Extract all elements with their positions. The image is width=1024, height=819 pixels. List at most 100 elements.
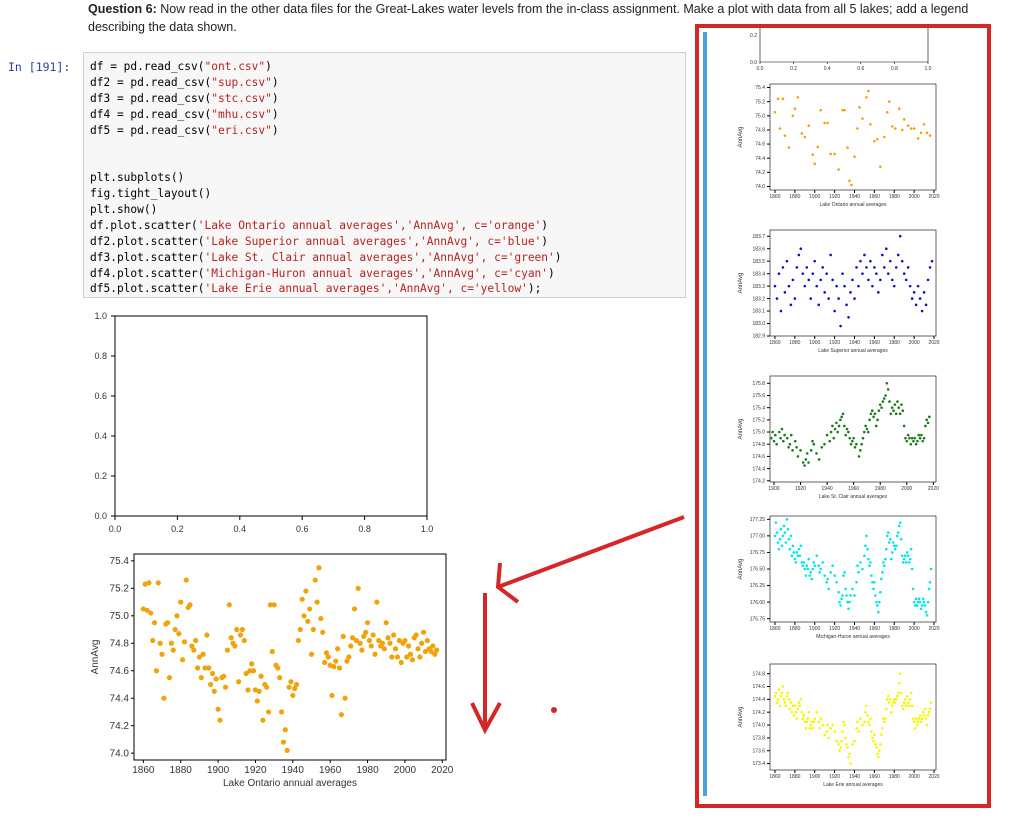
data-point <box>787 445 790 449</box>
data-point <box>837 168 840 171</box>
data-point <box>800 561 804 564</box>
data-point <box>344 658 350 664</box>
data-point <box>851 587 854 591</box>
data-point <box>865 704 868 708</box>
data-point <box>849 291 852 294</box>
red-highlight-frame <box>695 24 991 808</box>
data-point <box>892 698 896 701</box>
code-line: df2 = pd.read_csv("sup.csv") <box>90 75 685 91</box>
x-tick-label: 2000 <box>394 765 417 776</box>
data-point <box>848 752 851 756</box>
data-point <box>434 647 440 653</box>
data-point <box>295 637 302 644</box>
data-point <box>409 657 415 663</box>
data-point <box>791 544 795 548</box>
data-point <box>905 694 909 698</box>
data-point <box>420 629 427 635</box>
data-point <box>809 571 813 574</box>
data-point <box>381 646 387 652</box>
data-point <box>831 424 834 428</box>
data-point <box>845 743 848 746</box>
data-point <box>925 614 929 617</box>
data-point <box>870 409 874 413</box>
code-cell[interactable]: df = pd.read_csv("ont.csv") df2 = pd.read… <box>83 52 686 298</box>
data-point <box>191 647 197 653</box>
data-point <box>796 455 800 458</box>
data-point <box>798 704 802 708</box>
data-point <box>232 643 238 649</box>
x-tick-label: 1960 <box>869 626 880 632</box>
data-point <box>808 726 812 730</box>
data-point <box>837 297 840 300</box>
data-point <box>215 706 221 712</box>
data-point <box>827 587 830 591</box>
data-point <box>900 128 904 132</box>
data-point <box>312 577 318 583</box>
data-point <box>908 557 912 561</box>
data-point <box>827 297 830 300</box>
data-point <box>897 107 901 111</box>
data-point <box>819 108 822 112</box>
data-point <box>785 259 789 263</box>
data-point <box>820 445 824 449</box>
data-point <box>844 736 847 740</box>
data-point <box>779 527 783 531</box>
data-point <box>848 179 851 183</box>
data-point <box>166 675 173 681</box>
data-point <box>910 297 914 300</box>
y-tick-label: 176.75 <box>750 550 766 556</box>
code-line: df4.plot.scatter('Michigan-Huron annual … <box>90 266 685 282</box>
data-point <box>805 452 809 455</box>
data-point <box>825 433 829 437</box>
data-point <box>873 412 877 416</box>
data-point <box>910 704 914 708</box>
data-point <box>819 278 822 282</box>
data-point <box>849 442 853 446</box>
data-point <box>912 291 916 294</box>
x-tick-label: 1880 <box>789 194 800 200</box>
data-point <box>790 710 794 714</box>
data-point <box>887 541 891 544</box>
x-tick-label: 1880 <box>789 774 800 780</box>
data-point <box>905 439 909 443</box>
data-point <box>800 710 804 714</box>
data-point <box>835 284 838 288</box>
data-point <box>929 567 933 571</box>
data-point <box>810 720 814 724</box>
data-point <box>813 564 817 567</box>
data-point <box>833 427 837 431</box>
data-point <box>879 278 882 282</box>
plot-frame <box>769 229 937 337</box>
x-tick-label: 1920 <box>795 486 806 492</box>
data-point <box>811 272 815 275</box>
data-point <box>779 694 783 698</box>
code-line: plt.subplots() <box>90 170 685 186</box>
data-point <box>789 701 793 704</box>
data-point <box>831 564 834 567</box>
data-point <box>877 755 880 759</box>
data-point <box>799 544 803 548</box>
data-point <box>928 266 932 269</box>
data-point <box>823 121 826 125</box>
code-line: df5.plot.scatter('Lake Erie annual avera… <box>90 281 685 297</box>
data-point <box>885 382 889 385</box>
data-point <box>920 717 924 720</box>
data-point <box>855 726 858 730</box>
x-tick-label: 0.4 <box>234 524 247 534</box>
data-point <box>873 139 876 143</box>
red-dot <box>551 707 557 713</box>
data-point <box>773 284 777 288</box>
data-point <box>780 544 784 548</box>
data-point <box>853 155 856 159</box>
data-point <box>829 571 832 574</box>
data-point <box>784 704 788 708</box>
data-point <box>908 436 911 440</box>
data-point <box>867 278 870 282</box>
data-point <box>901 561 905 564</box>
data-point <box>874 743 877 746</box>
data-point <box>926 714 930 717</box>
data-point <box>841 730 844 733</box>
data-point <box>839 324 842 328</box>
x-tick-label: 1960 <box>869 774 880 780</box>
x-axis-label: Michigan-Huron annual averages <box>816 634 890 640</box>
